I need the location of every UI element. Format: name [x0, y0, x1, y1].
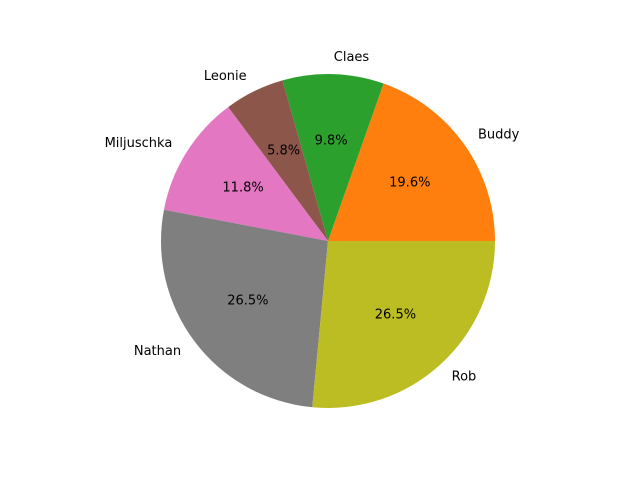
pie-slice-leonie [228, 80, 328, 242]
percent-label-claes: 9.8% [315, 133, 348, 148]
pie-slice-nathan [160, 209, 328, 408]
slice-label-nathan: Nathan [134, 344, 181, 359]
percent-label-nathan: 26.5% [227, 294, 268, 309]
pie-slice-buddy [328, 83, 495, 241]
pie-slice-rob [312, 241, 495, 408]
slice-label-claes: Claes [334, 50, 370, 65]
slice-labels: Buddy Claes Leonie Miljuschka Nathan Rob [105, 50, 520, 384]
pie-slice-miljuschka [163, 107, 328, 242]
slice-label-buddy: Buddy [478, 127, 520, 142]
percent-labels: 19.6% 9.8% 5.8% 11.8% 26.5% 26.5% [222, 133, 430, 322]
slice-label-miljuschka: Miljuschka [105, 136, 173, 151]
pie-slices [160, 74, 495, 408]
slice-label-rob: Rob [452, 369, 477, 384]
percent-label-rob: 26.5% [375, 308, 416, 323]
pie-slice-claes [282, 74, 384, 242]
percent-label-buddy: 19.6% [389, 176, 430, 191]
slice-label-leonie: Leonie [204, 69, 247, 84]
percent-label-miljuschka: 11.8% [222, 180, 263, 195]
percent-label-leonie: 5.8% [267, 144, 300, 159]
